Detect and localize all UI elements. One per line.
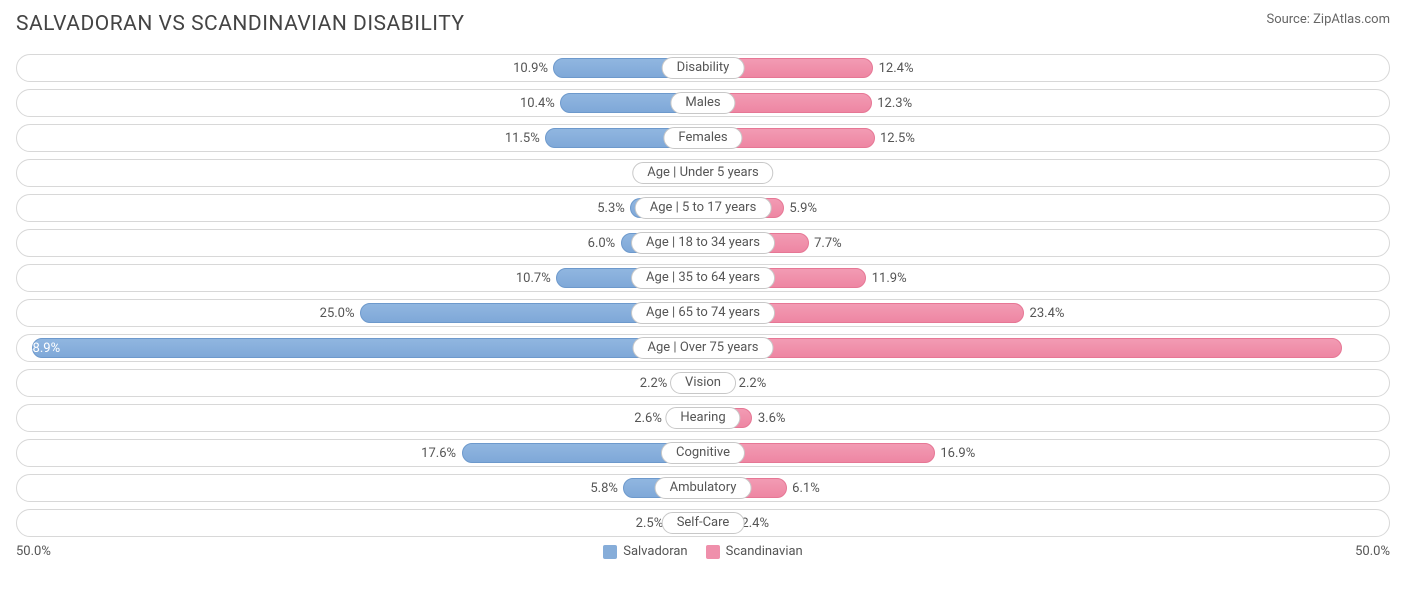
chart-row: 10.9% 12.4% Disability — [16, 54, 1390, 82]
right-scale-label: 50.0% — [1355, 544, 1390, 559]
value-left: 48.9% — [25, 335, 60, 363]
chart-row: 48.9% 46.6% Age | Over 75 years — [16, 334, 1390, 362]
legend: Salvadoran Scandinavian — [603, 544, 803, 559]
chart-row: 6.0% 7.7% Age | 18 to 34 years — [16, 229, 1390, 257]
legend-label-right: Scandinavian — [726, 544, 803, 559]
category-label: Disability — [662, 57, 745, 79]
chart-row: 2.6% 3.6% Hearing — [16, 404, 1390, 432]
legend-swatch-right — [706, 545, 720, 559]
legend-swatch-left — [603, 545, 617, 559]
diverging-bar-chart: 10.9% 12.4% Disability 10.4% 12.3% Males 11.5%… — [16, 54, 1390, 537]
chart-row: 5.3% 5.9% Age | 5 to 17 years — [16, 194, 1390, 222]
chart-row: 17.6% 16.9% Cognitive — [16, 439, 1390, 467]
legend-label-left: Salvadoran — [623, 544, 687, 559]
value-right: 16.9% — [940, 440, 975, 468]
chart-row: 5.8% 6.1% Ambulatory — [16, 474, 1390, 502]
value-right: 46.6% — [1346, 335, 1381, 363]
legend-item-right: Scandinavian — [706, 544, 803, 559]
category-label: Self-Care — [662, 512, 745, 534]
value-right: 23.4% — [1030, 300, 1065, 328]
value-left: 5.8% — [590, 475, 618, 503]
value-left: 10.7% — [516, 265, 551, 293]
left-scale-label: 50.0% — [16, 544, 51, 559]
value-left: 10.4% — [520, 90, 555, 118]
chart-row: 2.2% 2.2%Vision — [16, 369, 1390, 397]
chart-row: 2.5% 2.4%Self-Care — [16, 509, 1390, 537]
value-right: 3.6% — [758, 405, 786, 433]
value-right: 11.9% — [872, 265, 907, 293]
value-left: 10.9% — [513, 55, 548, 83]
chart-row: 10.7% 11.9% Age | 35 to 64 years — [16, 264, 1390, 292]
chart-row: 10.4% 12.3% Males — [16, 89, 1390, 117]
value-left: 17.6% — [421, 440, 456, 468]
value-right: 2.2% — [739, 370, 767, 398]
value-right: 2.4% — [741, 510, 769, 538]
value-left: 2.2% — [640, 370, 668, 398]
value-right: 12.4% — [879, 55, 914, 83]
chart-title: SALVADORAN VS SCANDINAVIAN DISABILITY — [16, 12, 465, 36]
category-label: Age | 35 to 64 years — [631, 267, 775, 289]
category-label: Ambulatory — [655, 477, 752, 499]
category-label: Cognitive — [661, 442, 745, 464]
value-left: 11.5% — [505, 125, 540, 153]
value-left: 2.6% — [634, 405, 662, 433]
category-label: Age | 5 to 17 years — [635, 197, 772, 219]
category-label: Age | 65 to 74 years — [631, 302, 775, 324]
category-label: Females — [663, 127, 742, 149]
category-label: Age | Under 5 years — [632, 162, 773, 184]
chart-row: 25.0% 23.4% Age | 65 to 74 years — [16, 299, 1390, 327]
bar-left — [32, 338, 703, 358]
category-label: Age | 18 to 34 years — [631, 232, 775, 254]
value-right: 12.5% — [880, 125, 915, 153]
legend-item-left: Salvadoran — [603, 544, 687, 559]
category-label: Males — [670, 92, 735, 114]
source-attribution: Source: ZipAtlas.com — [1266, 12, 1390, 27]
category-label: Vision — [670, 372, 736, 394]
category-label: Age | Over 75 years — [633, 337, 774, 359]
value-left: 2.5% — [636, 510, 664, 538]
bar-right — [703, 338, 1342, 358]
value-left: 25.0% — [320, 300, 355, 328]
value-right: 7.7% — [814, 230, 842, 258]
chart-row: 11.5% 12.5% Females — [16, 124, 1390, 152]
chart-row: 1.1%1.5%Age | Under 5 years — [16, 159, 1390, 187]
category-label: Hearing — [665, 407, 740, 429]
value-right: 12.3% — [877, 90, 912, 118]
value-right: 6.1% — [792, 475, 820, 503]
value-left: 5.3% — [597, 195, 625, 223]
value-right: 5.9% — [789, 195, 817, 223]
value-left: 6.0% — [588, 230, 616, 258]
